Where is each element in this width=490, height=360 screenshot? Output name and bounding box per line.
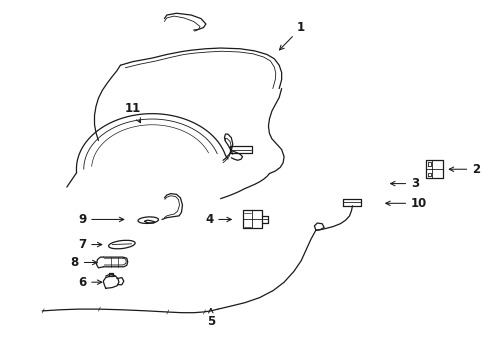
Text: 7: 7 <box>78 238 102 251</box>
Text: 1: 1 <box>279 21 305 50</box>
Text: 11: 11 <box>124 102 141 123</box>
Text: 8: 8 <box>71 256 97 269</box>
Text: 10: 10 <box>386 197 427 210</box>
Text: 5: 5 <box>207 309 215 328</box>
Text: 4: 4 <box>205 213 231 226</box>
Text: 6: 6 <box>78 276 102 289</box>
Text: 2: 2 <box>449 163 480 176</box>
Text: 9: 9 <box>78 213 124 226</box>
Text: 3: 3 <box>391 177 419 190</box>
